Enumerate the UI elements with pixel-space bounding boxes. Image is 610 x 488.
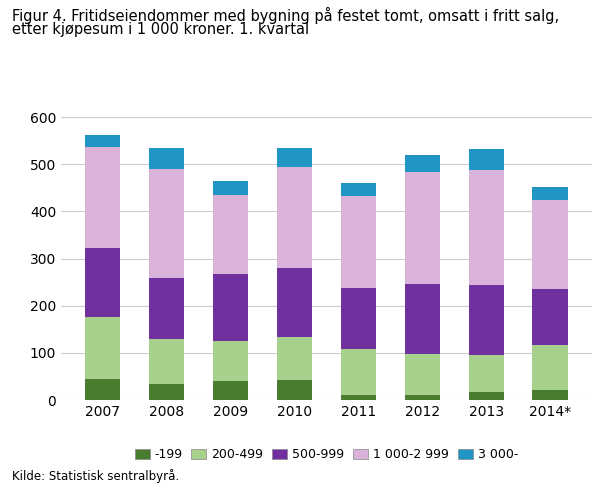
Text: Kilde: Statistisk sentralbyrå.: Kilde: Statistisk sentralbyrå. xyxy=(12,469,179,483)
Bar xyxy=(149,384,184,400)
Bar xyxy=(277,148,312,167)
Bar xyxy=(213,274,248,341)
Bar xyxy=(533,289,567,345)
Bar xyxy=(149,148,184,169)
Bar xyxy=(468,149,504,170)
Bar xyxy=(404,354,440,395)
Text: etter kjøpesum i 1 000 kroner. 1. kvartal: etter kjøpesum i 1 000 kroner. 1. kvarta… xyxy=(12,22,309,37)
Bar xyxy=(85,135,120,147)
Bar xyxy=(468,355,504,392)
Bar xyxy=(404,172,440,284)
Bar xyxy=(277,337,312,380)
Bar xyxy=(341,196,376,288)
Bar xyxy=(277,380,312,400)
Bar xyxy=(149,339,184,384)
Bar xyxy=(468,285,504,355)
Bar xyxy=(149,278,184,339)
Bar xyxy=(533,390,567,400)
Bar xyxy=(85,317,120,379)
Bar xyxy=(277,167,312,267)
Bar xyxy=(277,267,312,337)
Bar xyxy=(533,187,567,200)
Bar xyxy=(468,170,504,285)
Bar xyxy=(341,183,376,196)
Bar xyxy=(149,169,184,278)
Bar xyxy=(533,200,567,289)
Bar xyxy=(341,349,376,395)
Bar xyxy=(85,379,120,400)
Bar xyxy=(404,284,440,354)
Bar xyxy=(213,195,248,274)
Bar xyxy=(404,395,440,400)
Bar xyxy=(85,248,120,317)
Bar xyxy=(404,155,440,172)
Text: Figur 4. Fritidseiendommer med bygning på festet tomt, omsatt i fritt salg,: Figur 4. Fritidseiendommer med bygning p… xyxy=(12,7,559,24)
Bar xyxy=(468,392,504,400)
Bar xyxy=(85,147,120,248)
Legend: -199, 200-499, 500-999, 1 000-2 999, 3 000-: -199, 200-499, 500-999, 1 000-2 999, 3 0… xyxy=(129,443,523,466)
Bar xyxy=(341,395,376,400)
Bar xyxy=(533,345,567,390)
Bar xyxy=(213,341,248,381)
Bar xyxy=(213,381,248,400)
Bar xyxy=(213,181,248,195)
Bar xyxy=(341,288,376,349)
